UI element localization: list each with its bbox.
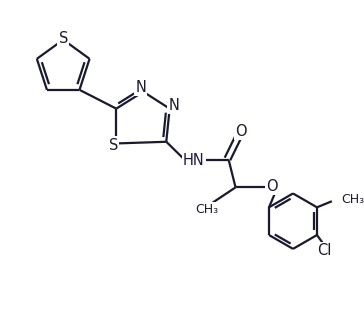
Text: N: N (168, 98, 179, 113)
Text: N: N (135, 80, 146, 95)
Text: Cl: Cl (317, 243, 332, 258)
Text: S: S (59, 31, 68, 46)
Text: S: S (109, 137, 118, 152)
Text: O: O (236, 124, 247, 139)
Text: CH₃: CH₃ (195, 203, 218, 216)
Text: CH₃: CH₃ (341, 193, 364, 206)
Text: HN: HN (183, 153, 205, 168)
Text: O: O (266, 179, 278, 194)
